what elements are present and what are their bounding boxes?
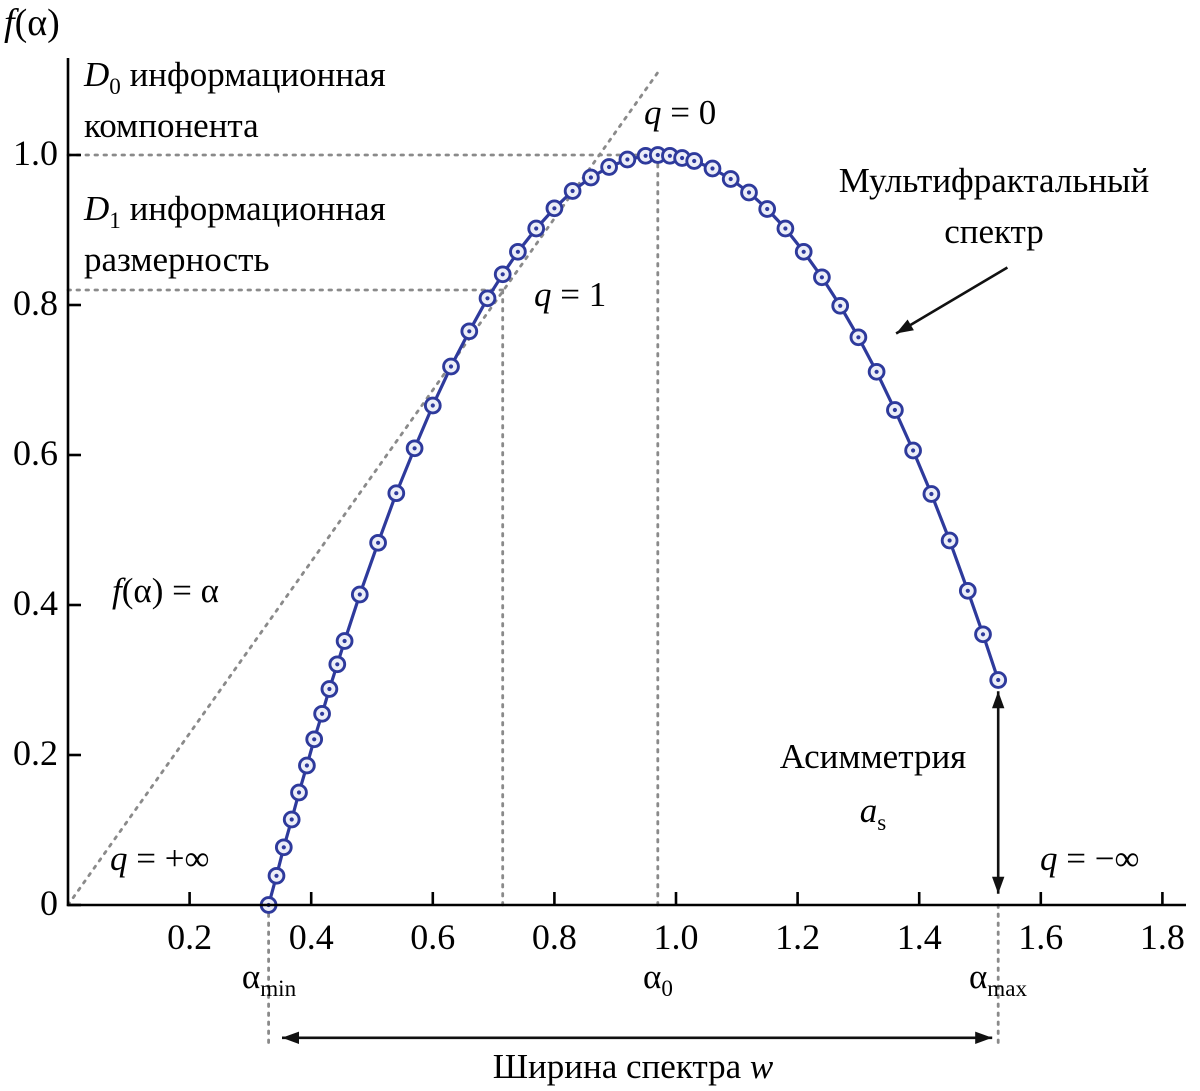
alpha-0-subscript: 0 xyxy=(661,975,673,1001)
y-tick-label: 0.4 xyxy=(13,583,58,623)
d1-text: информационная xyxy=(120,189,386,228)
y-tick-label: 0.8 xyxy=(13,283,58,323)
alpha-0-symbol: α xyxy=(643,957,662,996)
x-axis-label-alpha-max: αmax xyxy=(938,952,1058,1003)
feq-rest: (α) = α xyxy=(121,571,219,610)
q0-value: = 0 xyxy=(661,93,717,132)
y-tick-label: 1.0 xyxy=(13,133,58,173)
qplus-value: = +∞ xyxy=(127,839,210,878)
d0-subscript: 0 xyxy=(109,73,121,99)
multifractal-line2: спектр xyxy=(944,211,1044,251)
width-text: Ширина спектра xyxy=(492,1047,750,1086)
y-axis-title-f: f xyxy=(4,2,15,44)
q0-symbol: q xyxy=(644,93,662,132)
multifractal-line1: Мультифрактальный xyxy=(838,161,1150,200)
qplus-symbol: q xyxy=(110,839,128,878)
annotation-d0-information-component: D0 информационная компонента xyxy=(84,50,386,152)
x-tick-label: 0.2 xyxy=(167,917,213,957)
d1-subscript: 1 xyxy=(109,207,121,233)
d0-symbol: D xyxy=(84,55,110,94)
x-tick-label: 1.0 xyxy=(653,917,699,957)
d1-line1: D1 информационная xyxy=(84,189,386,232)
asymmetry-word: Асимметрия xyxy=(779,737,967,776)
annotation-spectrum-width: Ширина спектра w xyxy=(333,1042,933,1091)
y-tick-label: 0.6 xyxy=(13,433,58,473)
x-tick-label: 1.4 xyxy=(896,917,942,957)
x-tick-label: 1.6 xyxy=(1018,917,1064,957)
q1-symbol: q xyxy=(534,275,552,314)
qminus-value: = −∞ xyxy=(1057,839,1140,878)
alpha-max-symbol: α xyxy=(968,957,988,996)
annotation-q-equals-1: q = 1 xyxy=(534,270,606,321)
asymmetry-symbol: as xyxy=(859,791,887,836)
alpha-min-symbol: α xyxy=(241,957,261,996)
d0-text: информационная xyxy=(120,55,386,94)
x-tick-label: 0.4 xyxy=(288,917,334,957)
y-tick-label: 0 xyxy=(40,883,58,923)
width-symbol: w xyxy=(749,1047,774,1086)
x-axis-label-alpha-0: α0 xyxy=(598,952,718,1003)
annotation-q-equals-0: q = 0 xyxy=(644,88,716,139)
annotation-d1-information-dimension: D1 информационная размерность xyxy=(84,184,386,286)
x-tick-label: 0.8 xyxy=(531,917,577,957)
x-tick-label: 0.6 xyxy=(410,917,456,957)
d1-line2: размерность xyxy=(84,239,270,279)
feq-f: f xyxy=(112,571,122,610)
x-tick-label: 1.2 xyxy=(775,917,821,957)
annotation-q-plus-infinity: q = +∞ xyxy=(110,834,209,885)
qminus-symbol: q xyxy=(1040,839,1058,878)
annotation-asymmetry: Асимметрия as xyxy=(748,730,998,839)
annotation-q-minus-infinity: q = −∞ xyxy=(1040,834,1139,885)
d1-symbol: D xyxy=(84,189,110,228)
x-axis-label-alpha-min: αmin xyxy=(209,952,329,1003)
alpha-max-subscript: max xyxy=(987,975,1028,1001)
d0-line2: компонента xyxy=(84,105,259,145)
y-axis-title: f(α) xyxy=(4,0,60,51)
annotation-identity-line-equation: f(α) = α xyxy=(112,566,219,617)
annotation-multifractal-spectrum: Мультифрактальный спектр xyxy=(788,156,1200,258)
y-axis-title-arg: (α) xyxy=(14,2,60,44)
alpha-min-subscript: min xyxy=(260,975,297,1001)
q1-value: = 1 xyxy=(551,275,607,314)
x-tick-label: 1.8 xyxy=(1139,917,1185,957)
y-tick-label: 0.2 xyxy=(13,733,58,773)
d0-line1: D0 информационная xyxy=(84,55,386,98)
